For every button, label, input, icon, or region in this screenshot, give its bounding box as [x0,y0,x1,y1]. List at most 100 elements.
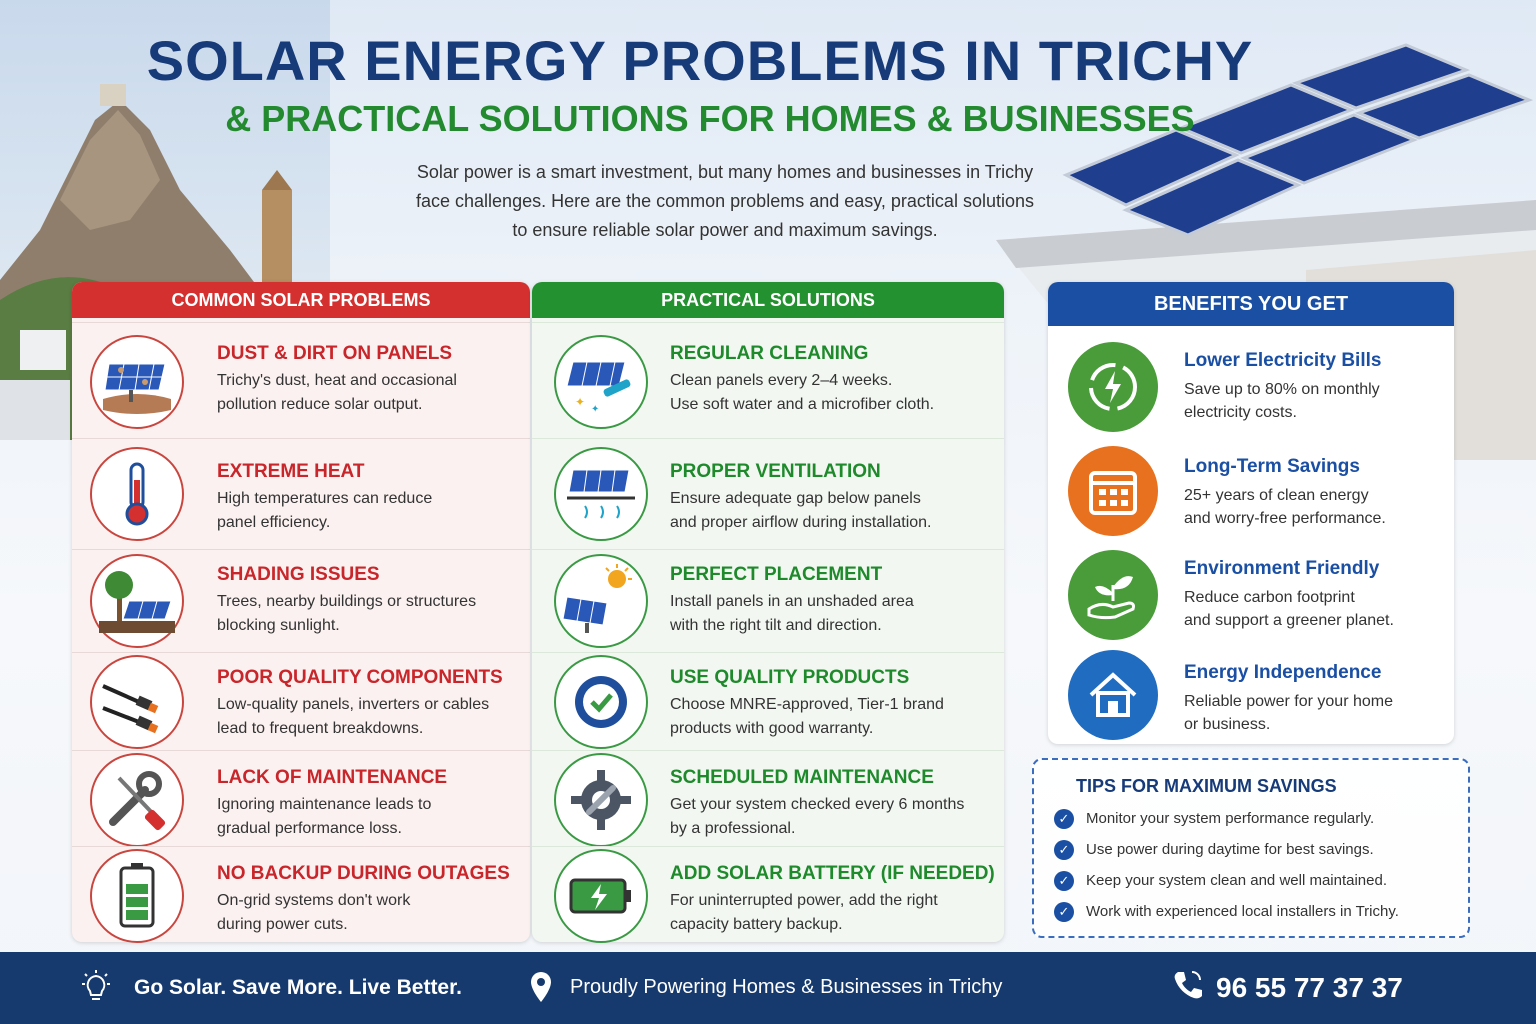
problem-desc: Low-quality panels, inverters or cables l… [217,693,489,741]
footer-bar: Go Solar. Save More. Live Better. Proudl… [0,952,1536,1024]
solution-desc: Choose MNRE-approved, Tier-1 brand produc… [670,693,944,741]
desc-line: during power cuts. [217,916,348,933]
problems-column: COMMON SOLAR PROBLEMS DUST & DIRT ON PAN… [72,282,530,943]
charging-battery-icon [554,849,648,943]
solution-item: ADD SOLAR BATTERY (IF NEEDED) For uninte… [532,846,1004,943]
solution-title: SCHEDULED MAINTENANCE [670,767,934,788]
tips-box: TIPS FOR MAXIMUM SAVINGS ✓ Monitor your s… [1032,758,1470,938]
solution-desc: For uninterrupted power, add the right ca… [670,889,938,937]
problem-item: SHADING ISSUES Trees, nearby buildings o… [72,549,530,652]
problem-title: POOR QUALITY COMPONENTS [217,667,503,688]
footer-slogan-group: Go Solar. Save More. Live Better. [78,970,462,1006]
footer-phone[interactable]: 96 55 77 37 37 [1216,972,1403,1003]
benefits-panel: BENEFITS YOU GET Lower Electricity Bills… [1048,282,1454,744]
desc-line: Ignoring maintenance leads to [217,796,432,813]
battery-icon [90,849,184,943]
check-icon: ✓ [1054,871,1074,892]
solution-desc: Get your system checked every 6 months by… [670,793,964,841]
benefit-title: Environment Friendly [1184,558,1380,579]
problem-title: SHADING ISSUES [217,564,380,585]
tip-text: Monitor your system performance regularl… [1086,810,1375,827]
page-title: SOLAR ENERGY PROBLEMS IN TRICHY [146,29,1254,92]
desc-line: Low-quality panels, inverters or cables [217,696,490,713]
intro-line: face challenges. Here are the common pro… [416,191,1034,211]
benefit-desc: Reduce carbon footprint and support a gre… [1184,586,1394,632]
desc-line: Use soft water and a microfiber cloth. [670,396,935,413]
desc-line: panel efficiency. [217,514,331,531]
problem-item: EXTREME HEAT High temperatures can reduc… [72,438,530,549]
tip-item: ✓ Use power during daytime for best savin… [1054,839,1374,861]
solution-item: SCHEDULED MAINTENANCE Get your system ch… [532,750,1004,847]
problem-desc: High temperatures can reduce panel effici… [217,487,432,535]
phone-icon [1174,971,1202,999]
desc-line: Reduce carbon footprint [1184,589,1355,606]
energy-cycle-icon [1068,342,1158,432]
desc-line: lead to frequent breakdowns. [217,720,424,737]
ventilation-icon [554,447,648,541]
tip-text: Use power during daytime for best saving… [1086,841,1374,858]
desc-line: Trees, nearby buildings or structures [217,593,477,610]
benefit-desc: Save up to 80% on monthly electricity cos… [1184,378,1380,424]
desc-line: by a professional. [670,820,796,837]
problem-title: DUST & DIRT ON PANELS [217,343,453,364]
desc-line: electricity costs. [1184,404,1297,421]
footer-location-group: Proudly Powering Homes & Businesses in T… [528,970,1002,1009]
benefit-item: Environment Friendly Reduce carbon footp… [1048,548,1454,648]
sun-panel-icon [554,554,648,648]
benefit-item: Long-Term Savings 25+ years of clean ene… [1048,444,1454,544]
desc-line: Reliable power for your home [1184,693,1393,710]
check-icon: ✓ [1054,840,1074,861]
desc-line: or business. [1184,716,1271,733]
benefit-item: Lower Electricity Bills Save up to 80% o… [1048,340,1454,440]
tip-text: Work with experienced local installers i… [1086,903,1399,920]
desc-line: with the right tilt and direction. [670,617,882,634]
lightbulb-icon [82,970,110,1000]
solution-item: PROPER VENTILATION Ensure adequate gap b… [532,438,1004,549]
desc-line: Trichy's dust, heat and occasional [217,372,457,389]
benefit-item: Energy Independence Reliable power for y… [1048,650,1454,744]
problem-title: LACK OF MAINTENANCE [217,767,448,788]
location-pin-icon [531,972,551,1002]
solution-title: PERFECT PLACEMENT [670,564,883,585]
desc-line: capacity battery backup. [670,916,843,933]
solution-title: ADD SOLAR BATTERY (IF NEEDED) [670,863,995,884]
footer-phone-group[interactable]: 96 55 77 37 37 [1170,968,1403,1007]
problem-desc: Ignoring maintenance leads to gradual per… [217,793,431,841]
solution-title: PROPER VENTILATION [670,461,881,482]
intro-line: Solar power is a smart investment, but m… [416,162,1034,182]
problem-item: DUST & DIRT ON PANELS Trichy's dust, hea… [72,322,530,438]
tips-heading: TIPS FOR MAXIMUM SAVINGS [1076,776,1337,796]
thermometer-icon [90,447,184,541]
desc-line: Save up to 80% on monthly [1184,381,1380,398]
house-icon [1068,650,1158,740]
desc-line: Install panels in an unshaded area [670,593,914,610]
desc-line: and support a greener planet. [1184,612,1394,629]
desc-line: Ensure adequate gap below panels [670,490,921,507]
desc-line: and proper airflow during installation. [670,514,932,531]
solutions-column: PRACTICAL SOLUTIONS ✦ ✦ REGULAR CLEANING … [532,282,1004,943]
benefit-title: Lower Electricity Bills [1184,350,1382,371]
problem-item: NO BACKUP DURING OUTAGES On-grid systems… [72,846,530,943]
desc-line: blocking sunlight. [217,617,340,634]
svg-text:✦: ✦ [575,395,585,409]
footer-location-text: Proudly Powering Homes & Businesses in T… [570,976,1003,998]
desc-line: High temperatures can reduce [217,490,433,507]
intro-line: to ensure reliable solar power and maxim… [512,220,938,240]
tip-item: ✓ Work with experienced local installers … [1054,901,1399,923]
desc-line: and worry-free performance. [1184,510,1386,527]
desc-line: Get your system checked every 6 months [670,796,965,813]
problem-item: POOR QUALITY COMPONENTS Low-quality pane… [72,652,530,750]
desc-line: 25+ years of clean energy [1184,487,1369,504]
problem-desc: Trees, nearby buildings or structures blo… [217,590,476,638]
tree-shade-icon [90,554,184,648]
tip-item: ✓ Monitor your system performance regular… [1054,808,1374,830]
problem-title: EXTREME HEAT [217,461,365,482]
cable-icon [90,655,184,749]
quality-badge-icon [554,655,648,749]
desc-line: Choose MNRE-approved, Tier-1 brand [670,696,944,713]
desc-line: For uninterrupted power, add the right [670,892,938,909]
plant-hand-icon [1068,550,1158,640]
solution-title: USE QUALITY PRODUCTS [670,667,910,688]
desc-line: Clean panels every 2–4 weeks. [670,372,893,389]
solutions-heading: PRACTICAL SOLUTIONS [532,282,1004,318]
